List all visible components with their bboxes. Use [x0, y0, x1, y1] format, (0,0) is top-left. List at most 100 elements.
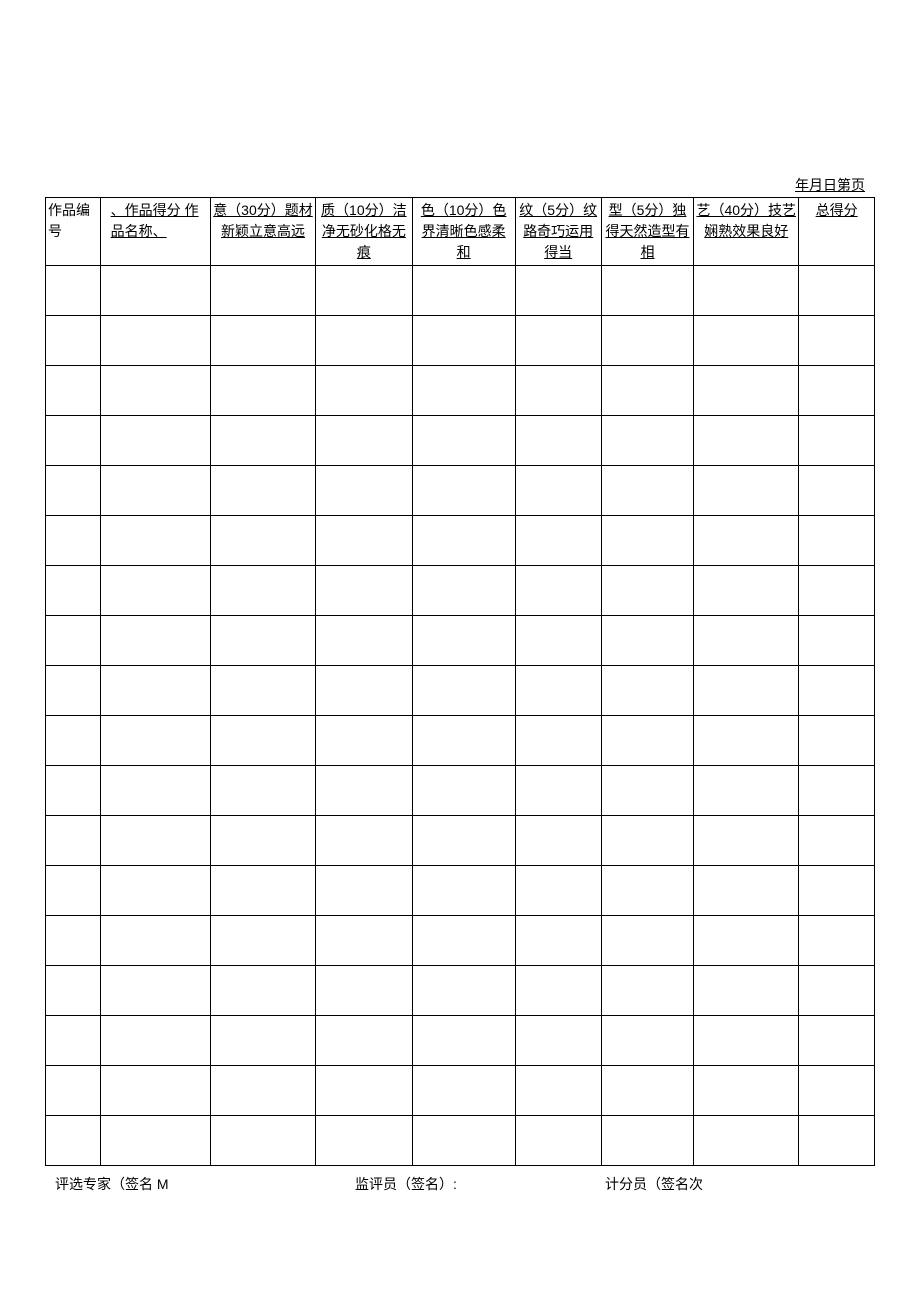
table-cell — [412, 966, 515, 1016]
table-cell — [412, 666, 515, 716]
table-cell — [316, 1016, 413, 1066]
table-cell — [412, 716, 515, 766]
table-cell — [515, 466, 601, 516]
table-cell — [601, 316, 693, 366]
table-cell — [694, 866, 799, 916]
table-row — [46, 666, 875, 716]
table-cell — [100, 616, 210, 666]
table-cell — [100, 566, 210, 616]
table-cell — [412, 466, 515, 516]
table-cell — [100, 516, 210, 566]
table-cell — [799, 366, 875, 416]
table-cell — [799, 466, 875, 516]
table-cell — [412, 366, 515, 416]
table-cell — [210, 566, 315, 616]
table-cell — [316, 1116, 413, 1166]
table-cell — [210, 416, 315, 466]
table-cell — [412, 316, 515, 366]
table-cell — [601, 666, 693, 716]
table-cell — [210, 966, 315, 1016]
table-cell — [601, 366, 693, 416]
table-row — [46, 466, 875, 516]
scorer-signature-label: 计分员（签名次 — [605, 1174, 703, 1194]
table-cell — [46, 266, 101, 316]
table-cell — [799, 816, 875, 866]
table-cell — [799, 416, 875, 466]
table-row — [46, 816, 875, 866]
table-cell — [316, 916, 413, 966]
table-cell — [515, 366, 601, 416]
header-zhi-10: 质（10分）洁净无砂化格无痕 — [316, 198, 413, 266]
table-cell — [515, 716, 601, 766]
table-cell — [316, 816, 413, 866]
table-cell — [412, 266, 515, 316]
header-wen-5: 纹（5分）纹路奇巧运用得当 — [515, 198, 601, 266]
table-row — [46, 616, 875, 666]
table-row — [46, 1116, 875, 1166]
table-cell — [694, 1016, 799, 1066]
header-xing-5: 型（5分）独得天然造型有相 — [601, 198, 693, 266]
table-cell — [46, 316, 101, 366]
table-cell — [515, 316, 601, 366]
table-cell — [601, 866, 693, 916]
table-cell — [100, 666, 210, 716]
table-cell — [46, 716, 101, 766]
table-cell — [100, 866, 210, 916]
table-cell — [601, 1016, 693, 1066]
table-cell — [412, 616, 515, 666]
table-cell — [316, 966, 413, 1016]
table-cell — [694, 516, 799, 566]
table-cell — [601, 816, 693, 866]
table-cell — [210, 1116, 315, 1166]
table-cell — [694, 816, 799, 866]
table-cell — [46, 416, 101, 466]
table-cell — [515, 816, 601, 866]
header-work-id: 作品编号 — [46, 198, 101, 266]
table-cell — [799, 866, 875, 916]
table-row — [46, 516, 875, 566]
table-cell — [46, 916, 101, 966]
table-cell — [799, 1116, 875, 1166]
table-cell — [601, 716, 693, 766]
table-cell — [601, 766, 693, 816]
table-cell — [799, 566, 875, 616]
table-cell — [46, 1016, 101, 1066]
table-cell — [412, 566, 515, 616]
table-cell — [210, 616, 315, 666]
table-cell — [694, 716, 799, 766]
table-cell — [210, 366, 315, 416]
table-cell — [412, 916, 515, 966]
table-cell — [515, 766, 601, 816]
table-cell — [799, 716, 875, 766]
table-cell — [515, 416, 601, 466]
table-cell — [515, 616, 601, 666]
table-cell — [515, 866, 601, 916]
table-cell — [515, 1066, 601, 1116]
table-cell — [316, 366, 413, 416]
table-cell — [601, 966, 693, 1016]
table-cell — [316, 416, 413, 466]
supervisor-signature-label: 监评员（签名）: — [355, 1174, 605, 1194]
table-row — [46, 866, 875, 916]
table-cell — [601, 466, 693, 516]
table-cell — [412, 816, 515, 866]
table-cell — [100, 266, 210, 316]
table-cell — [694, 1066, 799, 1116]
table-cell — [210, 266, 315, 316]
table-row — [46, 966, 875, 1016]
table-cell — [210, 716, 315, 766]
table-cell — [100, 316, 210, 366]
table-row — [46, 916, 875, 966]
table-cell — [46, 466, 101, 516]
table-cell — [46, 866, 101, 916]
table-cell — [210, 866, 315, 916]
table-cell — [515, 966, 601, 1016]
table-cell — [210, 916, 315, 966]
table-cell — [799, 916, 875, 966]
table-cell — [210, 316, 315, 366]
table-cell — [210, 1016, 315, 1066]
expert-signature-label: 评选专家（签名 M — [55, 1174, 355, 1194]
table-cell — [316, 566, 413, 616]
table-header-row: 作品编号 、作品得分 作品名称、 意（30分）题材新颖立意高远 质（10分）洁净… — [46, 198, 875, 266]
table-cell — [799, 516, 875, 566]
